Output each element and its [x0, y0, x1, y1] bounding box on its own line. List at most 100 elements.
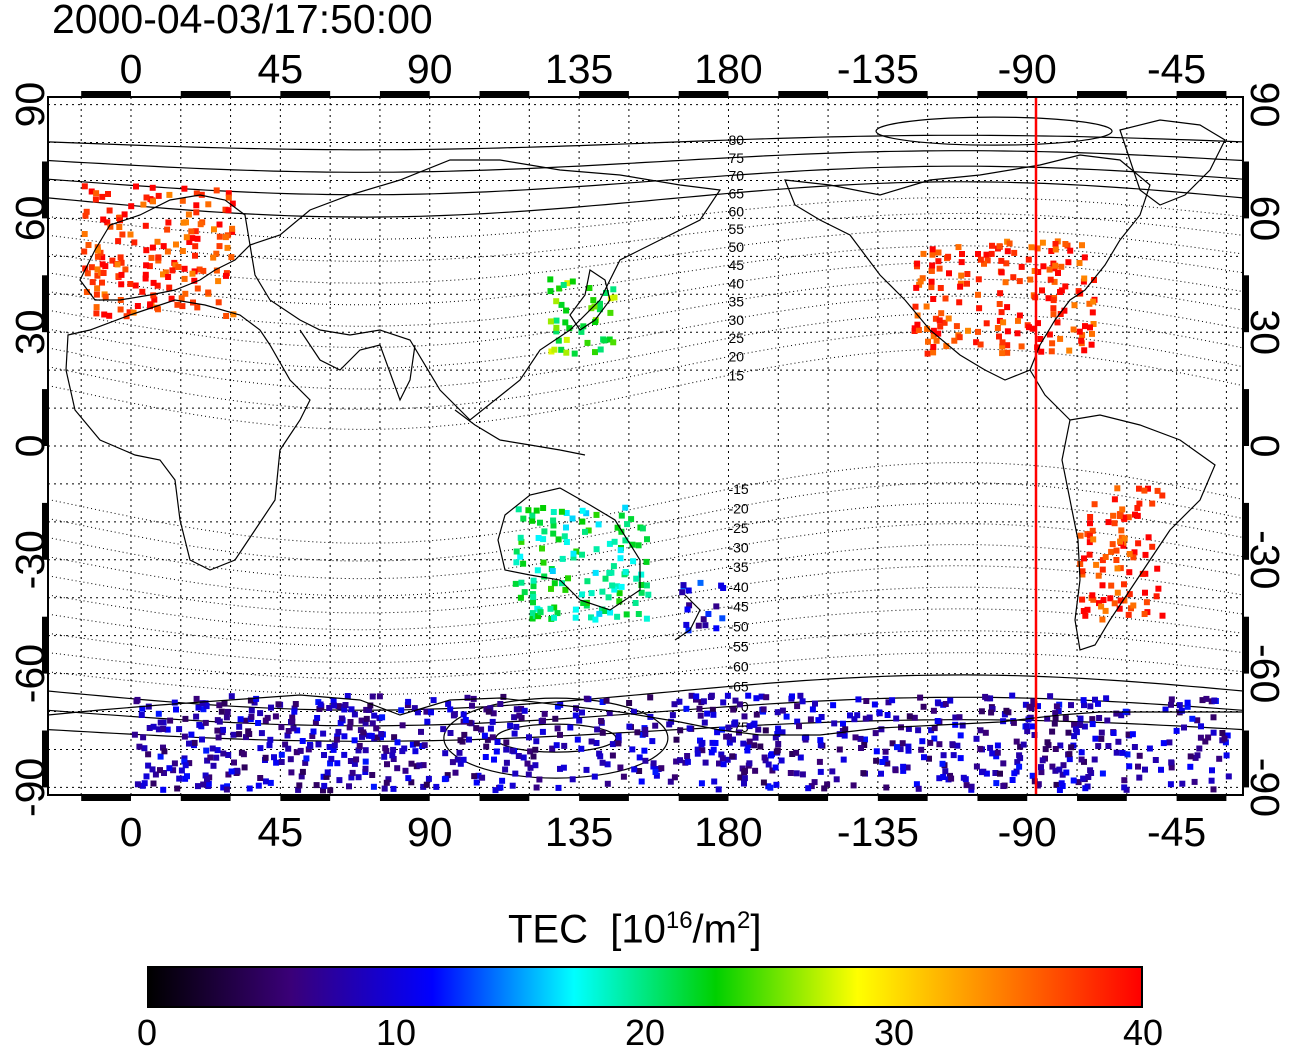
tec-cell	[700, 698, 707, 705]
tec-cell	[1087, 514, 1094, 520]
tec-cell	[444, 772, 451, 779]
tec-cell	[327, 760, 334, 767]
tec-cell	[633, 575, 640, 582]
tec-cell	[1080, 775, 1087, 782]
tec-cell	[1010, 274, 1017, 281]
tec-cell	[141, 780, 148, 787]
tec-cell	[500, 693, 507, 700]
tec-cell	[871, 701, 878, 708]
tec-cell	[712, 740, 719, 746]
tec-cell	[296, 782, 303, 789]
tec-cell	[223, 272, 229, 279]
tec-cell	[629, 746, 636, 753]
tec-cell	[1004, 248, 1011, 255]
tec-cell	[815, 717, 822, 724]
tec-cell	[977, 341, 984, 348]
tec-cell	[1039, 287, 1045, 294]
tec-cell	[517, 553, 524, 560]
tec-cell	[550, 509, 557, 515]
tec-cell	[1065, 259, 1072, 266]
tec-cell	[1225, 773, 1232, 780]
colorbar-unit-exp1: 16	[665, 907, 693, 934]
tec-cell	[1222, 739, 1229, 746]
tec-cell	[382, 745, 389, 752]
tec-cell	[228, 768, 235, 775]
tec-cell	[312, 719, 319, 726]
tec-cell	[1076, 328, 1083, 335]
tec-cell	[933, 337, 940, 344]
tec-cell	[517, 534, 524, 541]
tec-cell	[1010, 719, 1017, 726]
tec-cell	[879, 759, 886, 765]
tec-cell	[572, 712, 579, 719]
tec-cell	[599, 699, 606, 705]
frame-bar	[42, 389, 47, 446]
tec-cell	[331, 742, 338, 749]
tec-cell	[209, 745, 216, 752]
tec-cell	[521, 589, 528, 596]
colorbar-tick-label: 0	[136, 1012, 158, 1053]
tec-cell	[551, 604, 558, 611]
contour-label: -40	[728, 579, 748, 595]
tec-cell	[1099, 557, 1106, 564]
axis-labels: 0045459090135135180180-135-135-90-90-45-…	[7, 46, 1288, 855]
tec-cell	[1023, 723, 1030, 730]
tec-cell	[487, 705, 494, 712]
tec-cell	[115, 273, 122, 280]
tec-cell	[860, 770, 867, 777]
tec-cell	[623, 611, 630, 618]
tec-cell	[513, 548, 520, 555]
tec-cell	[904, 764, 911, 771]
contour-line	[48, 608, 1243, 663]
tec-cell	[131, 239, 138, 246]
tec-cell	[1009, 692, 1016, 699]
tec-cell	[957, 755, 964, 762]
tec-cell	[1003, 707, 1010, 714]
lat-tick-label-right: -30	[1242, 530, 1288, 589]
tec-cell	[558, 508, 565, 515]
tec-cell	[230, 311, 237, 318]
tec-cell	[143, 773, 150, 780]
tec-cell	[1089, 309, 1096, 316]
tec-cell	[563, 336, 570, 343]
contour-label: -55	[728, 638, 748, 654]
tec-cell	[677, 727, 684, 734]
tec-cell	[696, 705, 703, 712]
lat-tick-label-right: 0	[1242, 435, 1288, 458]
tec-cell	[511, 714, 518, 721]
tec-cell	[534, 567, 541, 574]
tec-cell	[900, 767, 907, 774]
tec-cell	[732, 697, 739, 704]
tec-cell	[982, 729, 989, 736]
tec-cell	[779, 707, 786, 714]
tec-cell	[172, 262, 179, 269]
tec-cell	[241, 764, 248, 771]
contour-line	[48, 674, 1243, 711]
tec-cell	[1078, 756, 1085, 763]
tec-cell	[225, 207, 232, 214]
tec-cell	[1119, 506, 1126, 513]
tec-cell	[1121, 784, 1128, 791]
tec-cell	[829, 768, 836, 775]
tec-cell	[601, 337, 608, 344]
tec-cell	[155, 192, 162, 199]
tec-cell	[936, 741, 943, 748]
tec-cell	[94, 253, 101, 260]
tec-cell	[1135, 540, 1142, 547]
contour-line	[48, 523, 1243, 597]
tec-cell	[720, 699, 727, 706]
tec-cell	[182, 715, 189, 722]
frame-bar	[778, 796, 829, 801]
tec-cell	[899, 740, 906, 747]
tec-cell	[569, 776, 576, 783]
tec-cell	[150, 723, 157, 730]
lon-tick-label-bottom: 90	[407, 809, 453, 855]
tec-cell	[473, 725, 480, 732]
tec-cell	[977, 745, 984, 752]
tec-cell	[596, 306, 603, 313]
tec-cell	[405, 698, 412, 705]
tec-cell	[866, 714, 873, 721]
contour-label: 80	[728, 132, 744, 148]
tec-cell	[1022, 701, 1029, 708]
tec-cell	[642, 757, 649, 764]
